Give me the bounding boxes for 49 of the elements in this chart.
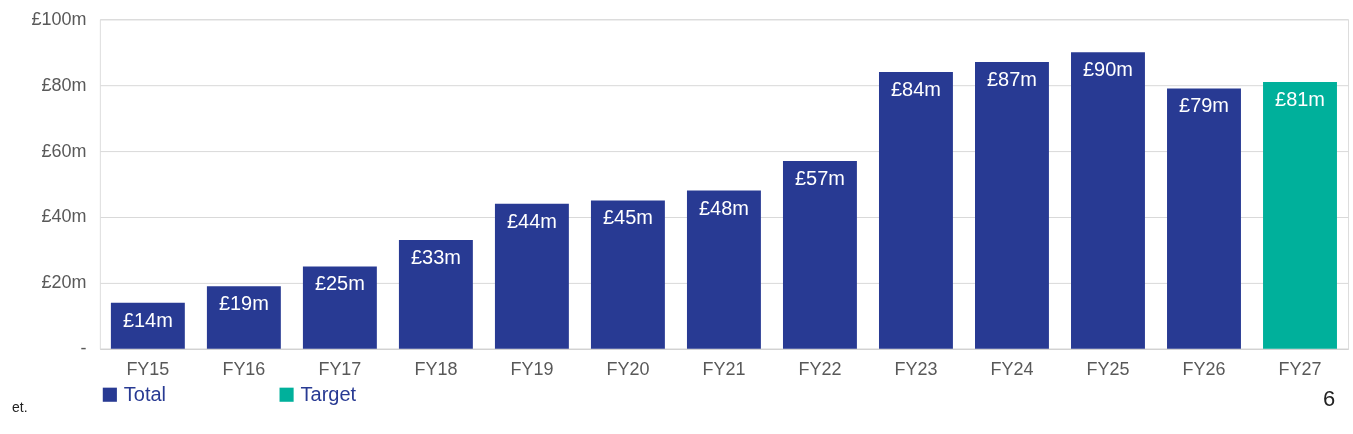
- text: 6: [1323, 385, 1336, 411]
- y-tick-label: £100m: [31, 8, 87, 29]
- data-label: £57m: [794, 166, 845, 189]
- bar: [398, 240, 473, 349]
- bar: [494, 203, 569, 349]
- bar: [782, 160, 857, 349]
- x-tick-label: FY15: [126, 359, 170, 380]
- x-tick-label: FY21: [702, 359, 746, 380]
- data-label: £33m: [410, 246, 461, 269]
- x-tick-label: FY23: [894, 359, 938, 380]
- y-tick-label: £60m: [41, 140, 87, 161]
- y-tick-label: -: [80, 338, 87, 359]
- x-tick-label: FY17: [318, 359, 362, 380]
- legend-label: Total: [123, 382, 166, 405]
- data-label: £14m: [122, 308, 173, 331]
- x-tick-label: FY19: [510, 359, 554, 380]
- x-tick-label: FY18: [414, 359, 458, 380]
- y-tick-label: £20m: [41, 272, 87, 293]
- data-label: £81m: [1275, 87, 1325, 110]
- bar: [590, 200, 665, 349]
- data-label: £19m: [218, 292, 269, 315]
- data-label: £25m: [314, 272, 365, 295]
- bar: [206, 286, 281, 349]
- data-label: £87m: [986, 68, 1037, 91]
- data-label: £84m: [890, 77, 941, 100]
- data-label: £44m: [506, 209, 557, 232]
- bar: [1167, 88, 1241, 349]
- x-tick-label: FY26: [1182, 359, 1226, 380]
- bar: [686, 190, 761, 349]
- data-label: £79m: [1179, 94, 1229, 117]
- data-label: £48m: [698, 196, 749, 219]
- text: et.: [11, 398, 28, 415]
- x-tick-label: FY20: [606, 359, 650, 380]
- x-tick-label: FY16: [222, 359, 266, 380]
- x-tick-label: FY24: [990, 359, 1034, 380]
- data-label: £45m: [602, 206, 653, 229]
- bar: [302, 266, 377, 349]
- y-tick-label: £40m: [41, 206, 87, 227]
- bar: [975, 62, 1049, 349]
- bar: [878, 72, 953, 349]
- bar: [1263, 81, 1337, 349]
- x-tick-label: FY25: [1086, 359, 1130, 380]
- legend-label: Target: [300, 382, 357, 405]
- x-tick-label: FY27: [1278, 359, 1322, 380]
- bar: [110, 302, 185, 349]
- data-label: £90m: [1083, 58, 1133, 81]
- bar: [1071, 52, 1145, 349]
- y-tick-label: £80m: [41, 74, 87, 95]
- x-tick-label: FY22: [798, 359, 842, 380]
